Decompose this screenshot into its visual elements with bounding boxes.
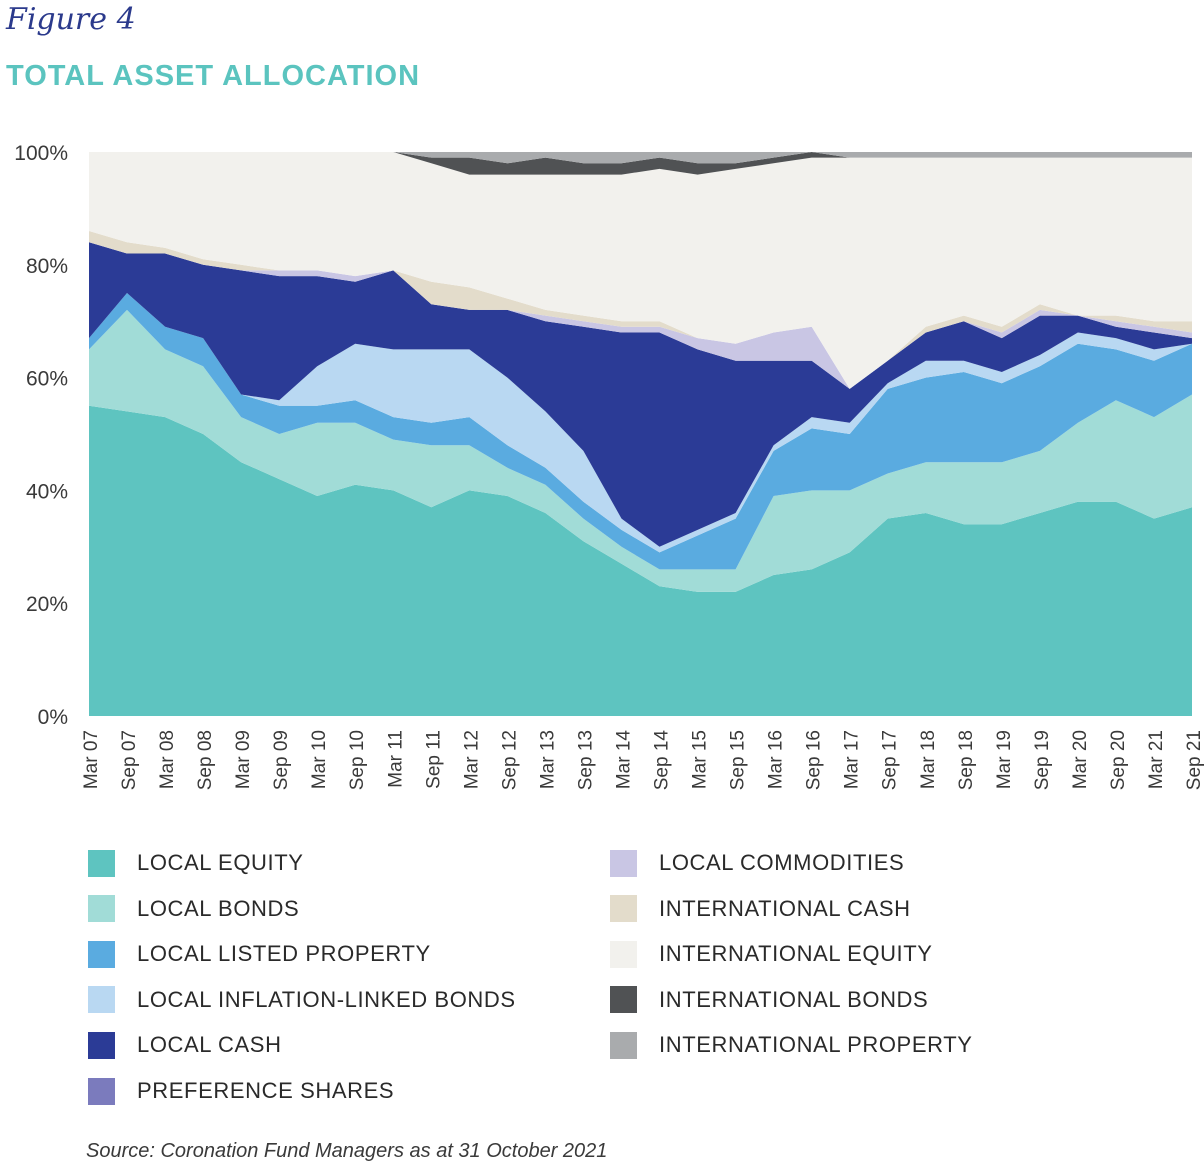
stacked-area-chart: 0% 20% 40% 60% 80% 100% Mar 07 Sep 07 Mar 08 Sep… <box>14 142 1204 791</box>
area-international-property <box>89 152 1192 164</box>
x-tick-label: Sep 10 <box>347 730 368 790</box>
x-tick-label: Mar 10 <box>309 730 330 789</box>
x-tick-label: Sep 08 <box>195 730 216 790</box>
x-tick-label: Sep 16 <box>804 730 825 790</box>
legend-label: INTERNATIONAL PROPERTY <box>659 1032 973 1058</box>
source-note: Source: Coronation Fund Managers as at 3… <box>86 1140 608 1162</box>
area-layers <box>89 152 1192 716</box>
legend-swatch <box>610 1031 637 1059</box>
legend-item: LOCAL CASH <box>88 1030 282 1060</box>
y-tick-label: 40% <box>26 480 68 503</box>
x-tick-label: Mar 19 <box>994 730 1015 789</box>
legend-swatch <box>610 895 637 923</box>
x-tick-label: Mar 15 <box>690 730 711 789</box>
y-axis: 0% 20% 40% 60% 80% 100% <box>14 142 68 729</box>
x-tick-label: Sep 12 <box>499 730 520 790</box>
legend-swatch <box>610 849 637 877</box>
legend-swatch <box>88 986 115 1014</box>
x-tick-label: Sep 11 <box>423 730 444 789</box>
x-tick-label: Mar 20 <box>1070 730 1091 789</box>
x-tick-label: Mar 14 <box>613 730 634 790</box>
legend-swatch <box>88 940 115 968</box>
legend-label: PREFERENCE SHARES <box>137 1078 395 1103</box>
legend-label: INTERNATIONAL EQUITY <box>659 941 933 967</box>
x-tick-label: Mar 13 <box>537 730 558 789</box>
x-tick-label: Sep 13 <box>575 730 596 790</box>
x-tick-label: Sep 20 <box>1108 730 1129 790</box>
chart-title: TOTAL ASSET ALLOCATION <box>6 60 421 92</box>
x-tick-label: Mar 18 <box>918 730 939 789</box>
legend-swatch <box>88 1031 115 1059</box>
legend-item: LOCAL BONDS <box>88 894 299 924</box>
area-local-inflation-linked-bonds <box>89 293 1192 553</box>
y-tick-label: 0% <box>38 706 68 729</box>
x-axis: Mar 07 Sep 07 Mar 08 Sep 08 Mar 09 Sep 09 Mar … <box>81 730 1204 791</box>
legend-label: LOCAL CASH <box>137 1032 282 1058</box>
area-international-equity <box>89 152 1192 389</box>
legend-label: LOCAL EQUITY <box>137 850 304 875</box>
legend-label: LOCAL LISTED PROPERTY <box>137 941 431 967</box>
legend-item: LOCAL LISTED PROPERTY <box>88 939 431 969</box>
legend-label: LOCAL INFLATION-LINKED BONDS <box>137 986 516 1012</box>
x-tick-label: Mar 16 <box>766 730 787 789</box>
x-tick-label: Mar 07 <box>81 730 102 789</box>
area-local-cash <box>89 242 1192 547</box>
legend-item: INTERNATIONAL BONDS <box>610 985 928 1015</box>
legend-item: LOCAL EQUITY <box>88 848 304 878</box>
x-tick-label: Mar 09 <box>233 730 254 789</box>
x-tick-label: Sep 14 <box>652 730 673 791</box>
x-tick-label: Sep 09 <box>271 730 292 790</box>
legend-item: LOCAL COMMODITIES <box>610 848 904 878</box>
legend-swatch <box>88 1077 115 1105</box>
legend-item: PREFERENCE SHARES <box>88 1076 394 1106</box>
legend-swatch <box>88 895 115 923</box>
figure-label: Figure 4 <box>6 2 136 37</box>
legend-swatch <box>610 940 637 968</box>
legend-label: INTERNATIONAL CASH <box>659 895 911 921</box>
x-tick-label: Sep 15 <box>728 730 749 790</box>
legend-label: LOCAL BONDS <box>137 895 300 921</box>
y-tick-label: 60% <box>26 368 68 391</box>
legend-label: INTERNATIONAL BONDS <box>659 986 929 1012</box>
legend-swatch <box>88 849 115 877</box>
legend-item: INTERNATIONAL PROPERTY <box>610 1030 973 1060</box>
y-tick-label: 20% <box>26 593 68 616</box>
area-local-listed-property <box>89 293 1192 570</box>
x-tick-label: Mar 12 <box>461 730 482 789</box>
x-tick-label: Sep 19 <box>1032 730 1053 790</box>
legend-item: INTERNATIONAL CASH <box>610 894 911 924</box>
area-local-bonds <box>89 309 1192 592</box>
x-tick-label: Sep 18 <box>956 730 977 790</box>
legend-item: LOCAL INFLATION-LINKED BONDS <box>88 985 516 1015</box>
legend-swatch <box>610 986 637 1014</box>
area-local-equity <box>89 405 1192 716</box>
x-tick-label: Mar 11 <box>385 730 406 788</box>
x-tick-label: Sep 17 <box>880 730 901 790</box>
x-tick-label: Mar 08 <box>157 730 178 789</box>
y-tick-label: 80% <box>26 255 68 278</box>
legend-label: LOCAL COMMODITIES <box>659 850 905 875</box>
y-tick-label: 100% <box>14 142 68 165</box>
legend-item: INTERNATIONAL EQUITY <box>610 939 933 969</box>
x-tick-label: Sep 21 <box>1184 730 1204 790</box>
x-tick-label: Mar 21 <box>1146 730 1167 789</box>
area-international-bonds <box>89 152 1192 175</box>
x-tick-label: Mar 17 <box>842 730 863 789</box>
x-tick-label: Sep 07 <box>119 730 140 790</box>
